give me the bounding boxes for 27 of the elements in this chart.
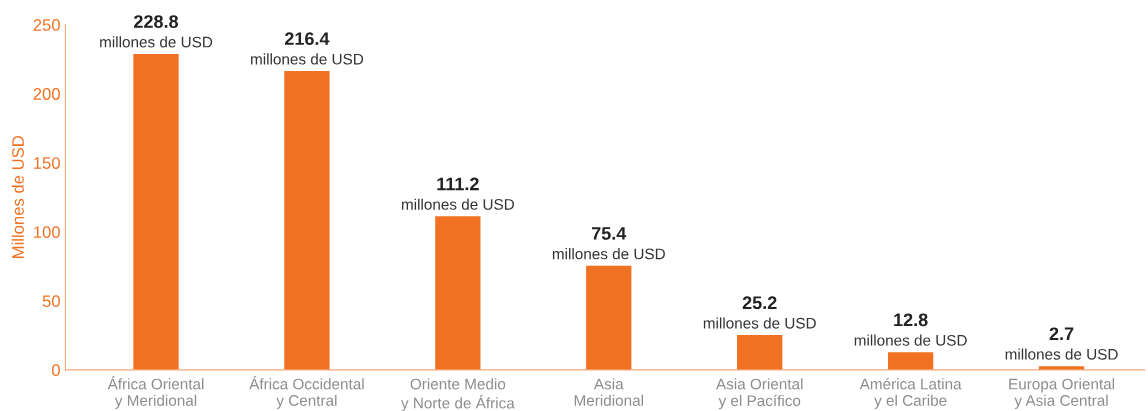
data-label: 111.2 millones de USD	[401, 177, 514, 210]
y-tick-label: 100	[34, 226, 60, 239]
y-tick-label: 200	[33, 88, 60, 100]
bar	[284, 71, 330, 370]
x-tick-label: Asia Meridional	[574, 378, 643, 406]
y-axis-title: Millones de USD	[11, 136, 24, 258]
bar	[887, 352, 934, 370]
x-tick-label: América Latina y el Caribe	[859, 378, 962, 409]
data-label: 228.8 millones de USD	[100, 15, 213, 48]
y-tick-label: 250	[33, 19, 60, 31]
x-tick-label: África Oriental y Meridional	[107, 376, 204, 409]
x-tick-label: Oriente Medio y Norte de África	[401, 378, 515, 411]
bar	[435, 216, 481, 370]
data-label: 25.2 millones de USD	[703, 296, 816, 329]
y-tick-label: 0	[51, 364, 60, 377]
x-tick-label: Europa Oriental y Asia Central	[1009, 378, 1115, 409]
data-label: 12.8 millones de USD	[854, 313, 967, 346]
bar	[133, 53, 179, 370]
bar	[737, 335, 783, 370]
x-tick-label: Asia Oriental y el Pacífico	[716, 378, 803, 410]
data-label: 2.7 millones de USD	[1005, 327, 1118, 360]
y-tick-label: 50	[42, 295, 60, 308]
x-tick-label: África Occidental y Central	[249, 376, 364, 409]
data-label: 75.4 millones de USD	[552, 227, 665, 260]
y-tick-label: 150	[34, 157, 60, 169]
bar	[586, 265, 632, 370]
data-label: 216.4 millones de USD	[251, 32, 364, 65]
